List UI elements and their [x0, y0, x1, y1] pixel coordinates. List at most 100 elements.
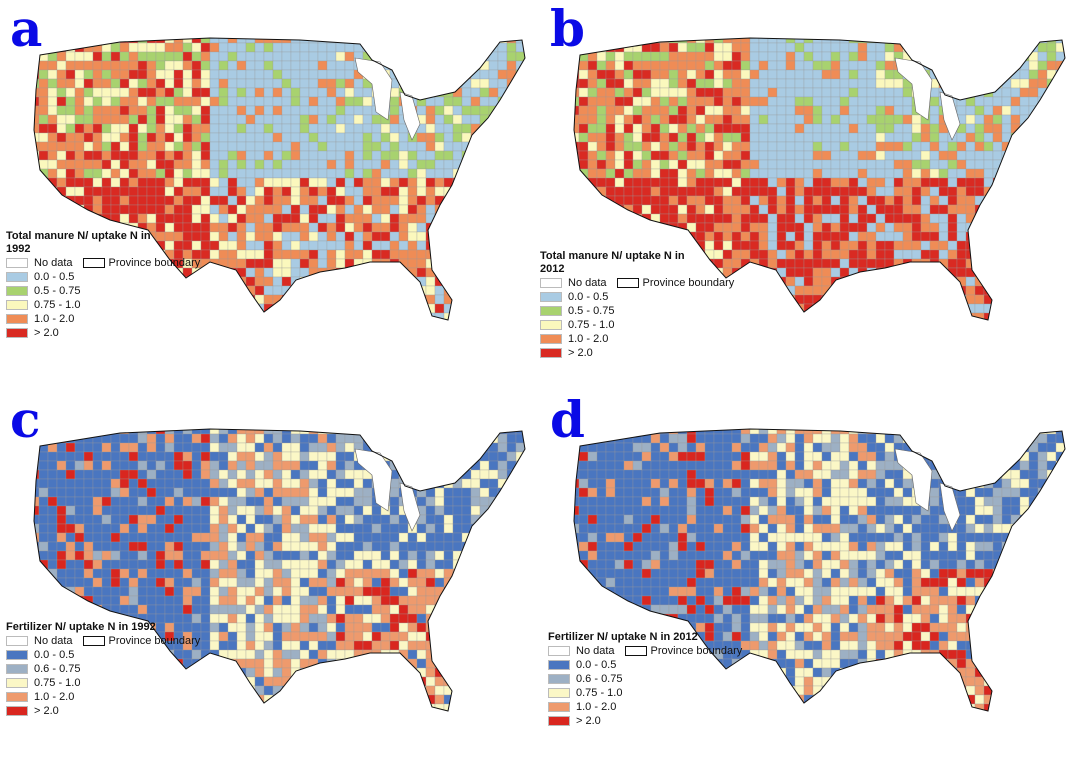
county-cell	[92, 114, 103, 125]
county-cell	[713, 123, 724, 134]
county-cell	[83, 38, 94, 44]
county-cell	[677, 240, 688, 251]
county-cell	[371, 51, 382, 62]
county-cell	[912, 322, 921, 331]
county-cell	[623, 240, 634, 251]
county-cell	[164, 595, 175, 606]
county-cell	[704, 222, 715, 233]
county-cell	[344, 42, 355, 53]
county-cell	[92, 186, 103, 197]
county-cell	[641, 69, 652, 80]
county-cell	[335, 285, 346, 296]
county-cell	[650, 159, 661, 170]
county-cell	[443, 442, 454, 453]
county-cell	[1019, 141, 1030, 152]
county-cell	[713, 69, 724, 80]
county-cell	[146, 78, 157, 89]
county-cell	[776, 294, 787, 305]
county-cell	[272, 51, 283, 62]
county-cell	[137, 213, 148, 224]
county-cell	[461, 267, 472, 278]
county-cell	[398, 586, 409, 597]
county-cell	[236, 285, 247, 296]
county-cell	[146, 141, 157, 152]
county-cell	[110, 460, 121, 471]
county-cell	[974, 177, 985, 188]
county-cell	[326, 294, 337, 305]
county-cell	[452, 429, 463, 435]
county-cell	[848, 276, 859, 287]
county-cell	[74, 496, 85, 507]
county-cell	[1064, 177, 1065, 188]
county-cell	[848, 51, 859, 62]
county-cell	[524, 276, 525, 287]
county-cell	[119, 51, 130, 62]
county-cell	[452, 96, 463, 107]
county-cell	[236, 604, 247, 615]
county-cell	[650, 141, 661, 152]
county-cell	[695, 141, 706, 152]
county-cell	[353, 114, 364, 125]
county-cell	[137, 559, 148, 570]
county-cell	[164, 42, 175, 53]
county-cell	[290, 514, 301, 525]
county-cell	[695, 213, 706, 224]
county-cell	[299, 240, 310, 251]
county-cell	[803, 96, 814, 107]
county-cell	[902, 38, 913, 44]
county-cell	[218, 195, 229, 206]
county-cell	[407, 222, 418, 233]
county-cell	[92, 523, 103, 534]
county-cell	[920, 204, 931, 215]
county-cell	[893, 231, 904, 242]
county-cell	[641, 231, 652, 242]
county-cell	[623, 38, 634, 44]
county-cell	[317, 613, 328, 624]
county-cell	[848, 231, 859, 242]
county-cell	[574, 60, 580, 71]
county-cell	[407, 186, 418, 197]
county-cell	[281, 559, 292, 570]
county-cell	[209, 186, 220, 197]
county-cell	[641, 240, 652, 251]
county-cell	[74, 38, 85, 44]
county-cell	[812, 195, 823, 206]
county-cell	[227, 141, 238, 152]
county-cell	[893, 294, 904, 305]
county-cell	[956, 177, 967, 188]
county-cell	[362, 87, 373, 98]
county-cell	[695, 78, 706, 89]
county-cell	[452, 141, 463, 152]
county-cell	[650, 132, 661, 143]
county-cell	[398, 186, 409, 197]
county-cell	[380, 150, 391, 161]
county-cell	[722, 60, 733, 71]
county-cell	[506, 60, 517, 71]
county-cell	[470, 231, 481, 242]
county-cell	[335, 159, 346, 170]
county-cell	[83, 577, 94, 588]
county-cell	[173, 505, 184, 516]
county-cell	[218, 105, 229, 116]
county-cell	[524, 595, 525, 606]
county-cell	[506, 249, 517, 260]
county-cell	[731, 42, 742, 53]
county-cell	[929, 123, 940, 134]
county-cell	[182, 586, 193, 597]
county-cell	[236, 294, 247, 305]
county-cell	[1037, 276, 1048, 287]
county-cell	[758, 159, 769, 170]
county-cell	[389, 523, 400, 534]
county-cell	[434, 177, 445, 188]
county-cell	[515, 204, 525, 215]
county-cell	[92, 177, 103, 188]
county-cell	[830, 240, 841, 251]
county-cell	[47, 60, 58, 71]
county-cell	[992, 204, 1003, 215]
county-cell	[56, 38, 67, 44]
county-cell	[632, 105, 643, 116]
county-cell	[281, 222, 292, 233]
county-cell	[1019, 51, 1030, 62]
county-cell	[794, 285, 805, 296]
county-cell	[237, 322, 246, 331]
